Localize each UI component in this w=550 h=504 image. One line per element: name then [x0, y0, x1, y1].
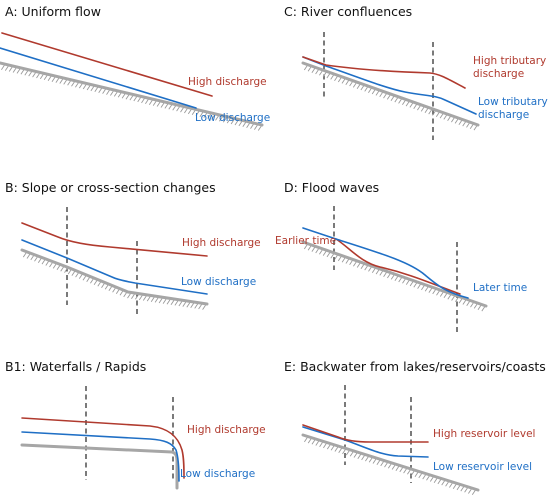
- panel-c: C: River confluences High tributary disc…: [284, 4, 548, 140]
- panel-d-riverbed-hatching: [303, 244, 486, 312]
- panel-c-low-label-line1: Low tributary: [478, 96, 548, 108]
- panel-e-high-level-label: High reservoir level: [433, 428, 535, 440]
- panel-e-title: E: Backwater from lakes/reservoirs/coast…: [284, 359, 546, 374]
- panel-b-low-discharge-line: [21, 239, 208, 295]
- panel-a-riverbed-hatching: [1, 64, 262, 131]
- panel-d-earlier-time-line: [335, 238, 461, 295]
- panel-c-low-tributary-line: [302, 56, 477, 115]
- panel-b-high-discharge-label: High discharge: [182, 237, 261, 249]
- panel-b-riverbed-hatching: [22, 252, 206, 310]
- panel-b1-riverbed: [20, 443, 179, 490]
- panel-c-low-label-line2: discharge: [478, 109, 529, 121]
- panel-a-high-discharge-line: [1, 32, 213, 97]
- panel-b-title: B: Slope or cross-section changes: [5, 180, 216, 195]
- panel-d-riverbed: [301, 240, 488, 308]
- panel-e: E: Backwater from lakes/reservoirs/coast…: [284, 359, 546, 495]
- panel-a-riverbed: [0, 61, 264, 127]
- panel-e-riverbed: [301, 433, 480, 492]
- panel-a-title: A: Uniform flow: [5, 4, 101, 19]
- panel-b1-title: B1: Waterfalls / Rapids: [5, 359, 146, 374]
- panel-b1-low-discharge-line: [21, 431, 180, 482]
- panel-c-high-label-line1: High tributary: [473, 55, 546, 67]
- panel-b-low-discharge-label: Low discharge: [181, 276, 256, 288]
- panel-a-low-discharge-line: [0, 47, 197, 109]
- panel-c-high-tributary-line: [302, 56, 466, 89]
- panel-b: B: Slope or cross-section changes High d…: [5, 180, 261, 315]
- panel-c-title: C: River confluences: [284, 4, 412, 19]
- panel-d: D: Flood waves Earlier time Later time: [275, 180, 527, 335]
- panel-b1-low-discharge-label: Low discharge: [180, 468, 255, 480]
- panel-c-riverbed-hatching: [303, 65, 478, 131]
- panel-d-later-time-line: [302, 227, 469, 299]
- panel-d-earlier-time-label: Earlier time: [275, 235, 336, 247]
- panel-a: A: Uniform flow High discharge Low disch…: [0, 4, 270, 131]
- panel-e-low-level-label: Low reservoir level: [433, 461, 532, 473]
- panel-a-low-discharge-label: Low discharge: [195, 112, 270, 124]
- panel-d-title: D: Flood waves: [284, 180, 379, 195]
- panel-c-riverbed: [301, 61, 480, 127]
- panel-e-high-level-line: [302, 424, 429, 443]
- panel-b1-high-discharge-label: High discharge: [187, 424, 266, 436]
- panel-b-riverbed: [20, 248, 209, 306]
- panel-b-high-discharge-line: [21, 222, 208, 257]
- panel-e-riverbed-hatching: [304, 437, 476, 495]
- panel-b1: B1: Waterfalls / Rapids High discharge L…: [5, 359, 266, 490]
- panel-a-high-discharge-label: High discharge: [188, 76, 267, 88]
- panel-b1-high-discharge-line: [21, 417, 185, 479]
- panel-d-later-time-label: Later time: [473, 282, 527, 294]
- panel-c-high-label-line2: discharge: [473, 68, 524, 80]
